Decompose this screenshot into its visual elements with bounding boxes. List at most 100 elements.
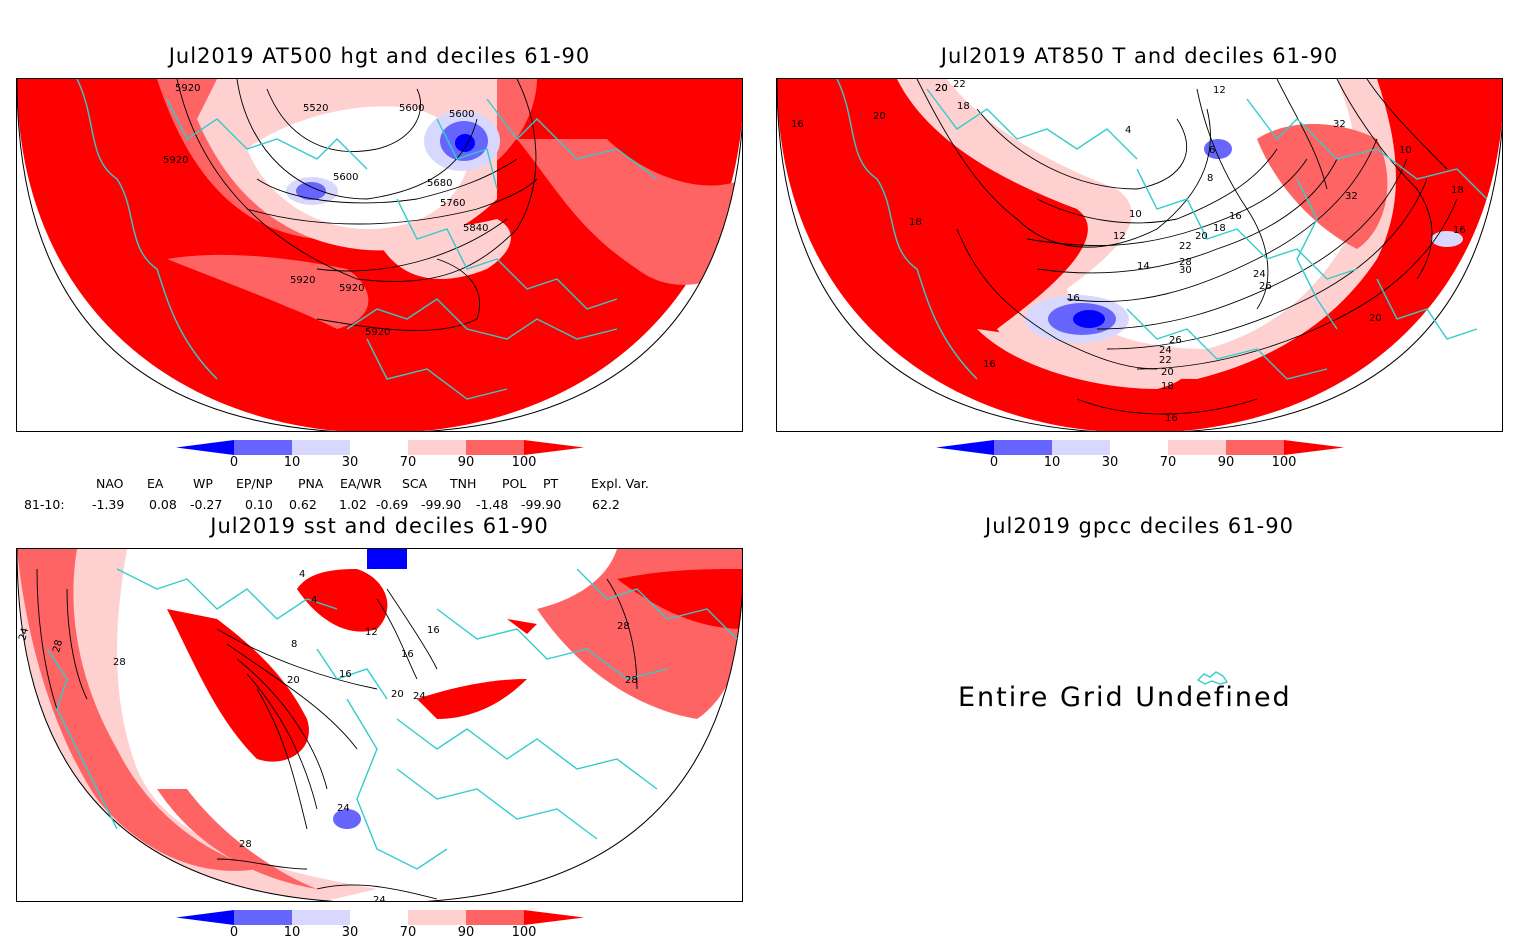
contour-label: 28 — [239, 839, 252, 850]
contour-label: 16 — [1165, 413, 1178, 424]
contour-label: 5600 — [449, 109, 474, 120]
contour-label: 18 — [909, 217, 922, 228]
island-mark — [1196, 671, 1229, 685]
index-value: 62.2 — [592, 497, 620, 512]
colorbar-tick: 90 — [457, 925, 475, 940]
colorbar-tick: 100 — [511, 455, 537, 470]
contour-label: 20 — [1195, 231, 1208, 242]
contour-label: 12 — [1113, 231, 1126, 242]
colorbar-tick: 30 — [341, 455, 359, 470]
index-header: EA — [147, 476, 164, 491]
index-value: -99.90 — [521, 497, 562, 512]
contour-label: 10 — [1399, 145, 1412, 156]
contour-label: 30 — [1179, 265, 1192, 276]
contour-label: 22 — [1159, 355, 1172, 366]
map-svg: 5920 5520 5600 5600 5920 5600 5680 5760 … — [17, 79, 742, 431]
index-header: POL — [502, 476, 527, 491]
contour-label: 5920 — [365, 327, 390, 338]
contour-label: 5840 — [463, 223, 488, 234]
index-header: TNH — [450, 476, 477, 491]
index-value: -1.48 — [476, 497, 509, 512]
contour-label: 5680 — [427, 178, 452, 189]
contour-label: 20 — [873, 111, 886, 122]
index-header: PT — [543, 476, 559, 491]
contour-label: 28 — [113, 657, 126, 668]
colorbar-tick: 70 — [1159, 455, 1177, 470]
contour-label: 4 — [1125, 125, 1131, 136]
colorbar-svg — [176, 910, 584, 925]
contour-label: 20 — [287, 675, 300, 686]
contour-label: 14 — [1137, 261, 1150, 272]
index-value: 0.10 — [245, 497, 273, 512]
contour-label: 5600 — [333, 172, 358, 183]
contour-label: 16 — [1067, 293, 1080, 304]
contour-label: 24 — [413, 691, 426, 702]
contour-labels: 24 28 28 4 4 8 12 16 20 16 16 20 24 28 2… — [17, 569, 637, 901]
colorbar-tick: 70 — [399, 925, 417, 940]
contour-label: 28 — [51, 639, 65, 654]
map-svg: 24 28 28 4 4 8 12 16 20 16 16 20 24 28 2… — [17, 549, 742, 901]
contour-label: 20 — [935, 83, 948, 94]
contour-label: 24 — [337, 803, 350, 814]
contour-label: 4 — [299, 569, 305, 580]
contour-label: 20 — [1161, 367, 1174, 378]
contour-label: 24 — [1159, 345, 1172, 356]
colorbar: 0 10 30 70 90 100 — [176, 910, 586, 940]
colorbar: 0 10 30 70 90 100 — [936, 440, 1346, 472]
colorbar-tick: 70 — [399, 455, 417, 470]
map-panel: 5920 5520 5600 5600 5920 5600 5680 5760 … — [16, 78, 743, 432]
index-header: NAO — [96, 476, 124, 491]
contour-label: 5600 — [399, 103, 424, 114]
contour-label: 5920 — [163, 155, 188, 166]
colorbar-tick: 0 — [229, 925, 239, 940]
index-value: -0.27 — [190, 497, 223, 512]
contour-label: 22 — [953, 79, 966, 90]
contour-label: 20 — [935, 83, 948, 94]
colorbar-tick: 0 — [229, 455, 239, 470]
index-header: EP/NP — [236, 476, 273, 491]
contour-label: 4 — [311, 595, 317, 606]
panel-title: Jul2019 AT500 hgt and deciles 61-90 — [168, 44, 591, 68]
contour-label: 12 — [365, 627, 378, 638]
contour-label: 16 — [1453, 225, 1466, 236]
index-value: 1.02 — [339, 497, 367, 512]
panel-title: Jul2019 gpcc deciles 61-90 — [985, 514, 1294, 538]
contour-labels: 5920 5520 5600 5600 5920 5600 5680 5760 … — [163, 83, 488, 338]
colorbar-tick: 0 — [989, 455, 999, 470]
contour-label: 28 — [617, 621, 630, 632]
colorbar-tick: 30 — [341, 925, 359, 940]
colorbar-svg — [176, 440, 584, 455]
contour-label: 24 — [17, 627, 31, 642]
colorbar-tick: 90 — [457, 455, 475, 470]
contour-label: 16 — [427, 625, 440, 636]
contour-label: 18 — [957, 101, 970, 112]
contour-label: 16 — [983, 359, 996, 370]
colorbar-tick: 100 — [511, 925, 537, 940]
contour-label: 32 — [1333, 119, 1346, 130]
index-value: -99.90 — [421, 497, 462, 512]
contour-label: 5920 — [175, 83, 200, 94]
contour-label: 18 — [1213, 223, 1226, 234]
contour-label: 8 — [291, 639, 297, 650]
index-value: -1.39 — [92, 497, 125, 512]
contour-label: 16 — [339, 669, 352, 680]
colorbar-tick: 10 — [283, 925, 301, 940]
contour-label: 6 — [1209, 145, 1215, 156]
colorbar-tick: 90 — [1217, 455, 1235, 470]
map-svg: 20 22 20 18 16 20 12 4 6 8 10 12 14 16 1… — [777, 79, 1502, 431]
contour-label: 24 — [1253, 269, 1266, 280]
contour-label: 32 — [1345, 191, 1358, 202]
contour-label: 16 — [791, 119, 804, 130]
contour-label: 20 — [1369, 313, 1382, 324]
contour-label: 26 — [1259, 281, 1272, 292]
contour-label: 5520 — [303, 103, 328, 114]
index-header: SCA — [402, 476, 428, 491]
contour-label: 26 — [1169, 335, 1182, 346]
index-header: EA/WR — [340, 476, 382, 491]
index-row-label: 81-10: — [24, 497, 65, 512]
index-header: PNA — [298, 476, 324, 491]
contour-label: 28 — [1179, 257, 1192, 268]
colorbar-tick: 10 — [1043, 455, 1061, 470]
contour-label: 5920 — [290, 275, 315, 286]
contour-label: 16 — [401, 649, 414, 660]
